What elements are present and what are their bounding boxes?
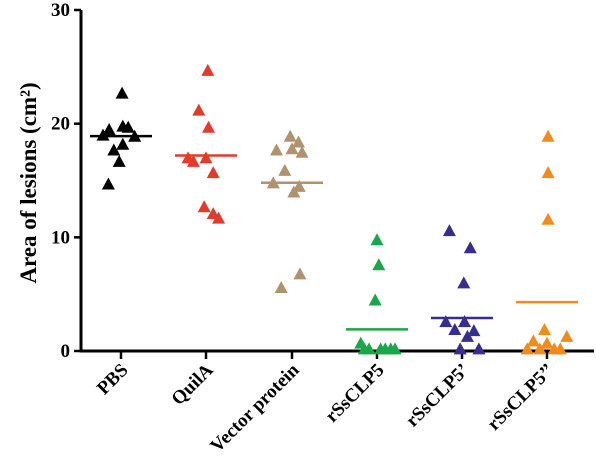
x-tick-label: rSsCLP5’ — [402, 360, 474, 432]
x-tick-label: rSsCLP5 — [321, 360, 388, 427]
data-point — [107, 143, 121, 156]
series-group — [516, 129, 578, 355]
data-point — [541, 166, 555, 179]
data-point — [112, 154, 126, 167]
data-point — [285, 142, 299, 155]
data-point — [526, 334, 540, 347]
data-point — [293, 267, 307, 280]
data-point — [202, 120, 216, 133]
data-point — [560, 329, 574, 342]
data-point — [537, 323, 551, 336]
data-point — [463, 241, 477, 254]
x-tick-label: Vector protein — [206, 359, 303, 456]
data-point — [283, 129, 297, 142]
data-point — [442, 224, 456, 237]
y-tick-label: 0 — [61, 341, 71, 362]
data-point — [388, 342, 402, 355]
data-point — [553, 342, 567, 355]
data-point — [292, 179, 306, 192]
data-point — [116, 137, 130, 150]
data-point — [372, 258, 386, 271]
data-point — [460, 329, 474, 342]
data-point — [448, 323, 462, 336]
data-point — [274, 280, 288, 293]
y-tick-label: 10 — [51, 227, 70, 248]
data-point — [533, 342, 547, 355]
data-point — [295, 145, 309, 158]
y-tick-label: 20 — [51, 114, 70, 135]
data-point — [186, 154, 200, 167]
data-point — [541, 212, 555, 225]
x-tick-label: PBS — [93, 360, 132, 399]
data-point — [541, 129, 555, 142]
x-tick-label: rSsCLP5’’ — [483, 360, 558, 435]
series-group — [431, 224, 493, 355]
data-point — [199, 151, 213, 164]
data-point — [453, 342, 467, 355]
data-point — [362, 342, 376, 355]
data-point — [370, 233, 384, 246]
data-point — [101, 177, 115, 190]
y-axis-label: Area of lesions (cm²) — [16, 82, 41, 283]
series-group — [90, 86, 152, 190]
series-group — [175, 63, 237, 224]
data-point — [115, 86, 129, 99]
data-point — [270, 143, 284, 156]
data-point — [197, 200, 211, 213]
data-point — [467, 324, 481, 337]
data-point — [278, 163, 292, 176]
data-point — [540, 336, 554, 349]
data-point — [102, 122, 116, 135]
series-group — [261, 129, 323, 293]
y-tick-label: 30 — [51, 0, 70, 21]
data-point — [457, 276, 471, 289]
data-point — [472, 342, 486, 355]
data-point — [121, 120, 135, 133]
data-point — [368, 293, 382, 306]
data-point — [291, 135, 305, 148]
data-point — [201, 63, 215, 76]
data-point — [439, 315, 453, 328]
data-point — [192, 103, 206, 116]
data-point — [520, 342, 534, 355]
series-group — [346, 233, 408, 355]
x-tick-label: QuilA — [168, 359, 218, 409]
data-point — [206, 166, 220, 179]
data-point — [458, 315, 472, 328]
data-point — [212, 211, 226, 224]
